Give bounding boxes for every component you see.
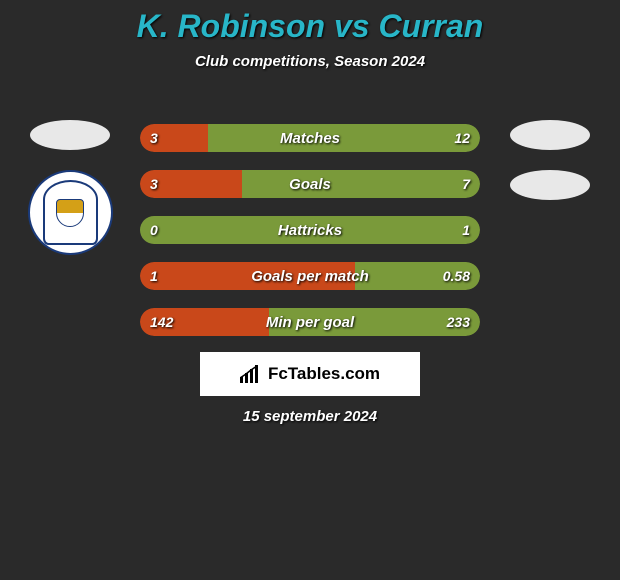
bar-right-value: 1 xyxy=(462,216,470,244)
bar-label: Min per goal xyxy=(140,308,480,336)
shield-icon xyxy=(56,199,84,227)
bar-left-value: 3 xyxy=(150,124,158,152)
bar-right-value: 233 xyxy=(447,308,470,336)
bar-right-value: 0.58 xyxy=(443,262,470,290)
bar-label: Goals xyxy=(140,170,480,198)
athlone-town-crest xyxy=(28,170,113,255)
brand-attribution: FcTables.com xyxy=(200,352,420,396)
left-player-logos xyxy=(20,120,120,255)
bar-label: Goals per match xyxy=(140,262,480,290)
crest-shield-icon xyxy=(43,180,98,245)
comparison-infographic: K. Robinson vs Curran Club competitions,… xyxy=(0,0,620,580)
bar-left-value: 3 xyxy=(150,170,158,198)
bar-right-value: 7 xyxy=(462,170,470,198)
bar-left-value: 0 xyxy=(150,216,158,244)
stat-bar: Matches3 12 xyxy=(140,124,480,152)
page-title: K. Robinson vs Curran xyxy=(0,0,620,45)
brand-text: FcTables.com xyxy=(268,364,380,384)
stat-bar: Hattricks0 1 xyxy=(140,216,480,244)
bar-left-value: 1 xyxy=(150,262,158,290)
bar-left-value: 142 xyxy=(150,308,173,336)
bar-chart-line-icon xyxy=(240,365,262,383)
bar-label: Matches xyxy=(140,124,480,152)
page-subtitle: Club competitions, Season 2024 xyxy=(0,53,620,70)
bar-right-value: 12 xyxy=(454,124,470,152)
stat-bar: Min per goal142 233 xyxy=(140,308,480,336)
right-player-logos xyxy=(500,120,600,200)
stat-bar: Goals per match1 0.58 xyxy=(140,262,480,290)
bar-label: Hattricks xyxy=(140,216,480,244)
generation-date: 15 september 2024 xyxy=(0,408,620,425)
stat-bar: Goals3 7 xyxy=(140,170,480,198)
club-logo-placeholder xyxy=(510,120,590,150)
club-logo-placeholder xyxy=(510,170,590,200)
club-logo-placeholder xyxy=(30,120,110,150)
comparison-bars: Matches312Goals37Hattricks01Goals per ma… xyxy=(140,124,480,336)
